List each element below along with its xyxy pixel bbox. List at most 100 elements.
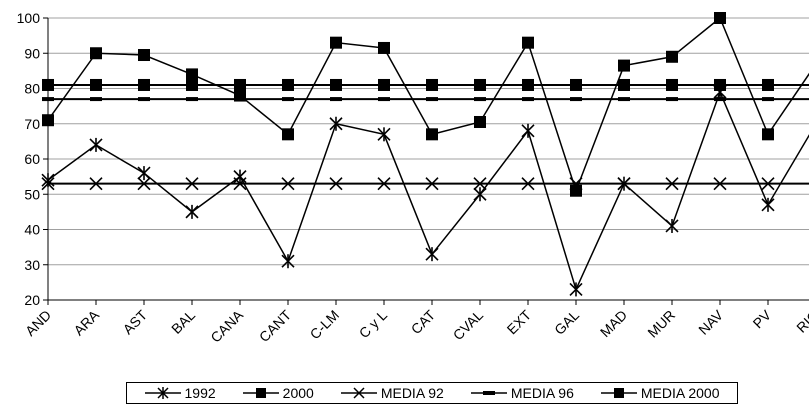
data-point <box>378 41 390 54</box>
star-marker-stroke <box>329 177 343 191</box>
x-tick-label: C y L <box>356 307 391 342</box>
data-point <box>185 204 199 219</box>
square-marker <box>522 78 534 91</box>
data-point <box>522 36 534 49</box>
data-point <box>138 78 150 91</box>
data-point <box>425 247 439 262</box>
series-media-2000 <box>42 78 809 91</box>
star-marker-stroke <box>233 177 247 191</box>
data-point <box>521 123 535 138</box>
square-marker <box>282 78 294 91</box>
square-marker <box>138 49 150 62</box>
square-marker <box>426 128 438 141</box>
data-point <box>377 177 391 191</box>
square-marker <box>426 78 438 91</box>
x-tick-label: GAL <box>551 307 582 338</box>
data-point <box>569 282 583 297</box>
x-tick-label: EXT <box>504 306 535 337</box>
data-point <box>570 78 582 91</box>
star-marker-stroke <box>185 177 199 191</box>
y-tick-label: 40 <box>24 222 40 238</box>
y-tick-label: 90 <box>24 45 40 61</box>
data-point <box>618 59 630 72</box>
y-tick-label: 80 <box>24 81 40 97</box>
star-marker-stroke <box>569 177 583 191</box>
data-point <box>377 127 391 142</box>
square-marker <box>762 128 774 141</box>
gridlines <box>48 17 809 301</box>
square-marker <box>42 78 54 91</box>
legend-label: 2000 <box>282 385 314 401</box>
data-point <box>186 68 198 81</box>
square-marker <box>90 78 102 91</box>
series-layer <box>41 12 809 297</box>
data-point <box>329 177 343 191</box>
data-point <box>474 78 486 91</box>
y-tick-label: 60 <box>24 151 40 167</box>
legend-star-line-icon <box>340 387 377 399</box>
x-tick-label: CVAL <box>450 307 487 344</box>
x-tick-label: AST <box>120 306 151 337</box>
data-point <box>666 50 678 63</box>
square-marker <box>234 78 246 91</box>
square-marker <box>618 78 630 91</box>
legend-star-line-icon <box>144 387 181 399</box>
data-point <box>762 78 774 91</box>
y-tick-label: 30 <box>24 257 40 273</box>
data-point <box>474 115 486 128</box>
legend-dash-line-icon <box>470 391 507 395</box>
data-point <box>426 128 438 141</box>
legend-label: MEDIA 96 <box>510 385 574 401</box>
data-point <box>137 166 151 181</box>
data-point <box>42 78 54 91</box>
data-point <box>137 177 151 191</box>
x-tick-label: ARA <box>70 306 102 338</box>
data-point <box>522 78 534 91</box>
data-point <box>714 78 726 91</box>
data-point <box>330 78 342 91</box>
square-marker <box>378 41 390 54</box>
data-point <box>185 177 199 191</box>
x-tick-labels: AND ARA AST BAL CANA CANT C-LM C y L CAT CVAL EXT G… <box>22 306 809 345</box>
data-point <box>329 116 343 131</box>
square-marker <box>186 68 198 81</box>
star-marker-stroke <box>617 177 631 191</box>
square-marker <box>330 78 342 91</box>
y-tick-label: 70 <box>24 116 40 132</box>
square-marker <box>570 184 582 197</box>
square-marker <box>666 50 678 63</box>
square-marker <box>714 78 726 91</box>
square-marker <box>522 36 534 49</box>
data-point <box>617 177 631 191</box>
series-line <box>47 89 809 292</box>
square-marker <box>186 78 198 91</box>
data-point <box>281 254 295 269</box>
square-marker <box>90 47 102 60</box>
x-tick-label: NAV <box>695 306 726 337</box>
x-tick-label: RIO <box>793 307 809 336</box>
square-marker <box>42 114 54 127</box>
x-tick-label: CANA <box>207 306 246 345</box>
star-marker-stroke <box>761 177 775 191</box>
series-line <box>47 16 809 193</box>
data-point <box>330 36 342 49</box>
square-marker <box>474 78 486 91</box>
x-tick-label: BAL <box>168 307 198 337</box>
x-tick-label: MUR <box>644 307 678 341</box>
data-point <box>762 128 774 141</box>
square-marker <box>330 36 342 49</box>
data-point <box>89 177 103 191</box>
y-tick-label: 100 <box>17 10 41 26</box>
star-marker-stroke <box>425 177 439 191</box>
data-point <box>233 169 247 184</box>
data-point <box>282 128 294 141</box>
legend-label: MEDIA 2000 <box>640 385 720 401</box>
data-point <box>378 78 390 91</box>
data-point <box>41 177 55 191</box>
square-marker <box>138 78 150 91</box>
data-point <box>473 187 487 202</box>
x-tick-label: CANT <box>256 307 295 346</box>
data-point <box>665 177 679 191</box>
x-tick-label: AND <box>22 307 54 339</box>
